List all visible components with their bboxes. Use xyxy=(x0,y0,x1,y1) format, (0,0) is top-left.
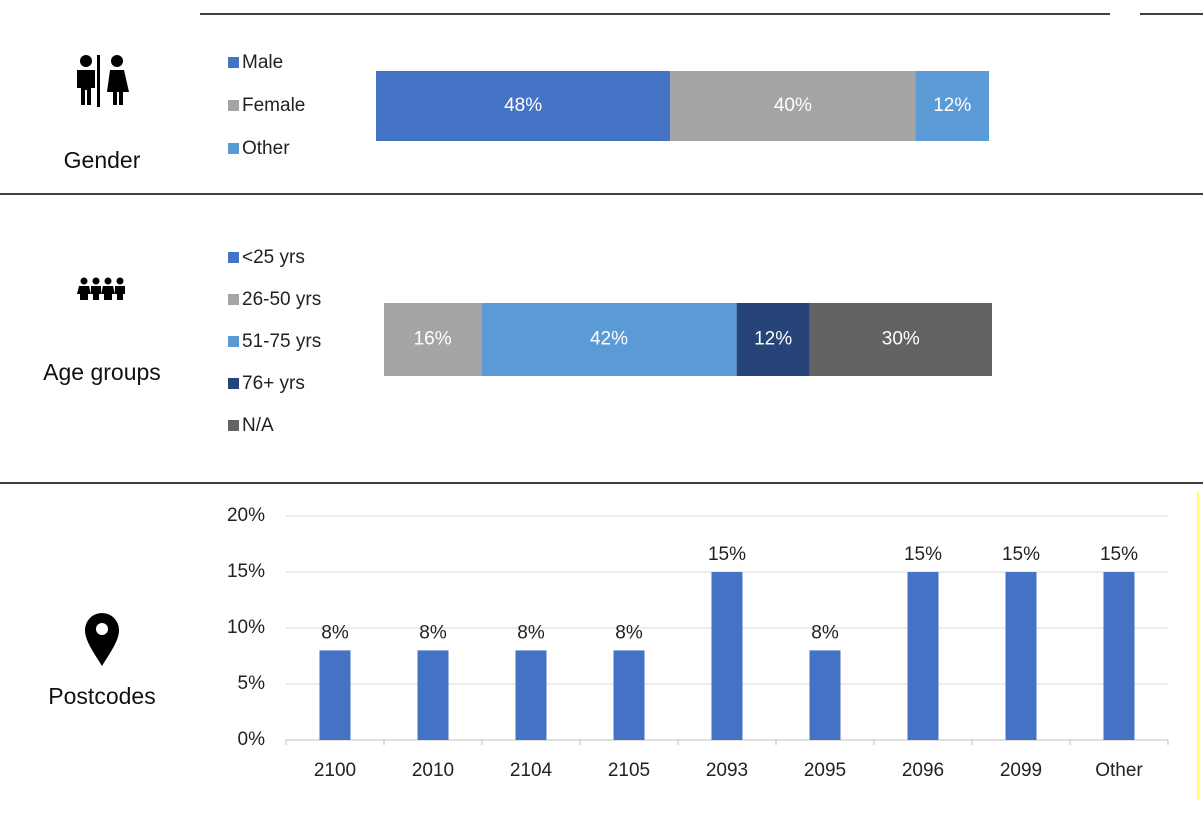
data-label: 8% xyxy=(811,622,839,643)
stacked-bar: 48% 40% 12% xyxy=(376,71,989,141)
dividers xyxy=(0,13,1203,484)
x-tick-label: 2010 xyxy=(412,760,454,781)
legend-swatch xyxy=(228,57,239,68)
x-tick-label: 2105 xyxy=(608,760,650,781)
section-title: Postcodes xyxy=(48,683,156,709)
x-tick-label: 2104 xyxy=(510,760,553,781)
bar-segment xyxy=(736,303,810,376)
legend-label: Other xyxy=(242,138,290,159)
bar-segment xyxy=(481,303,737,376)
x-tick-label: 2095 xyxy=(804,760,846,781)
bar xyxy=(319,650,351,740)
data-label: 30% xyxy=(882,329,920,350)
bar xyxy=(613,650,645,740)
bar xyxy=(907,572,939,740)
legend-swatch xyxy=(228,294,239,305)
bar-segment xyxy=(376,71,671,141)
bar xyxy=(711,572,743,740)
y-tick-label: 10% xyxy=(227,617,265,638)
section-title: Gender xyxy=(63,147,141,173)
bar xyxy=(1005,572,1037,740)
y-tick-label: 5% xyxy=(238,673,266,694)
legend-label: 76+ yrs xyxy=(242,373,305,394)
legend-swatch xyxy=(228,378,239,389)
legend-label: 26-50 yrs xyxy=(242,289,321,310)
legend-swatch xyxy=(228,100,239,111)
data-label: 8% xyxy=(615,622,643,643)
legend-swatch xyxy=(228,336,239,347)
x-tick-label: 2100 xyxy=(314,760,356,781)
bar-segment xyxy=(670,71,916,141)
x-tick-label: Other xyxy=(1095,760,1143,781)
legend-label: <25 yrs xyxy=(242,247,305,268)
data-label: 48% xyxy=(504,95,542,116)
legend-swatch xyxy=(228,143,239,154)
legend-label: 51-75 yrs xyxy=(242,331,321,352)
data-label: 8% xyxy=(419,622,447,643)
data-label: 15% xyxy=(1100,544,1138,565)
x-tick-label: 2099 xyxy=(1000,760,1042,781)
stacked-bar: 0%16%42%12%30% xyxy=(384,303,992,376)
data-label: 16% xyxy=(414,329,452,350)
data-label: 12% xyxy=(933,95,971,116)
x-tick-label: 2096 xyxy=(902,760,944,781)
legend-label: Male xyxy=(242,52,283,73)
bar xyxy=(417,650,449,740)
bar xyxy=(809,650,841,740)
y-tick-label: 0% xyxy=(238,729,266,750)
age-icon xyxy=(77,277,125,300)
data-label: 15% xyxy=(708,544,746,565)
data-label: 8% xyxy=(321,622,349,643)
bar-segment xyxy=(384,303,482,376)
legend-swatch xyxy=(228,420,239,431)
data-label: 40% xyxy=(774,95,812,116)
legend-label: N/A xyxy=(242,415,274,436)
bar xyxy=(1103,572,1135,740)
bar-segment xyxy=(915,71,989,141)
y-tick-label: 20% xyxy=(227,505,265,526)
data-label: 8% xyxy=(517,622,545,643)
legend-swatch xyxy=(228,252,239,263)
bar xyxy=(515,650,547,740)
legend-label: Female xyxy=(242,95,305,116)
x-tick-label: 2093 xyxy=(706,760,748,781)
section-title: Age groups xyxy=(43,359,161,385)
y-tick-label: 15% xyxy=(227,561,265,582)
data-label: 15% xyxy=(1002,544,1040,565)
gender-icon xyxy=(77,55,129,107)
data-label: 15% xyxy=(904,544,942,565)
data-label: 42% xyxy=(590,329,628,350)
pin-icon xyxy=(85,613,119,666)
bar-segment xyxy=(809,303,992,376)
data-label: 12% xyxy=(754,329,792,350)
